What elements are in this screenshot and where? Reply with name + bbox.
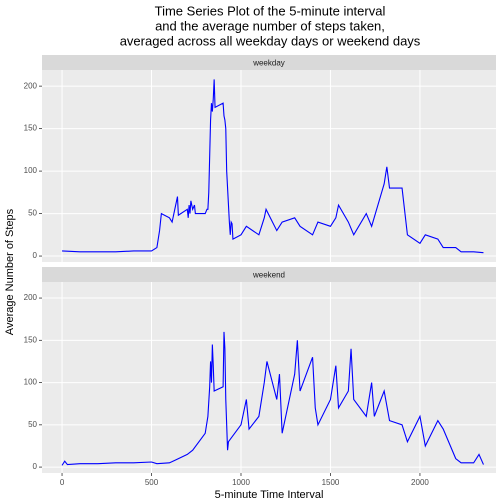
- data-line: [61, 331, 484, 466]
- x-tick-label: 2000: [411, 478, 429, 487]
- y-axis-label: Average Number of Steps: [4, 208, 16, 335]
- y-tick-label: 100: [24, 166, 38, 175]
- y-tick-label: 100: [24, 378, 38, 387]
- y-tick-label: 0: [33, 462, 38, 471]
- strip-label: weekend: [252, 271, 285, 280]
- y-tick-label: 200: [24, 81, 38, 90]
- y-tick-label: 0: [33, 251, 38, 260]
- x-tick-label: 1500: [322, 478, 340, 487]
- x-tick-label: 1000: [232, 478, 250, 487]
- data-line: [62, 79, 484, 254]
- y-tick-label: 150: [24, 124, 38, 133]
- strip-label: weekday: [252, 59, 285, 68]
- x-tick-label: 500: [145, 478, 159, 487]
- y-tick-label: 150: [24, 335, 38, 344]
- chart-title: averaged across all weekday days or week…: [120, 33, 421, 48]
- strip: [42, 267, 496, 282]
- y-tick-label: 50: [28, 209, 37, 218]
- strip: [42, 55, 496, 70]
- x-axis-label: 5-minute Time Interval: [215, 489, 324, 501]
- chart-title: and the average number of steps taken,: [155, 18, 385, 33]
- panel-background: [42, 282, 496, 473]
- panel-background: [42, 70, 496, 262]
- y-tick-label: 50: [28, 420, 37, 429]
- x-tick-label: 0: [60, 478, 65, 487]
- chart-title: Time Series Plot of the 5-minute interva…: [155, 3, 386, 18]
- y-tick-label: 200: [24, 293, 38, 302]
